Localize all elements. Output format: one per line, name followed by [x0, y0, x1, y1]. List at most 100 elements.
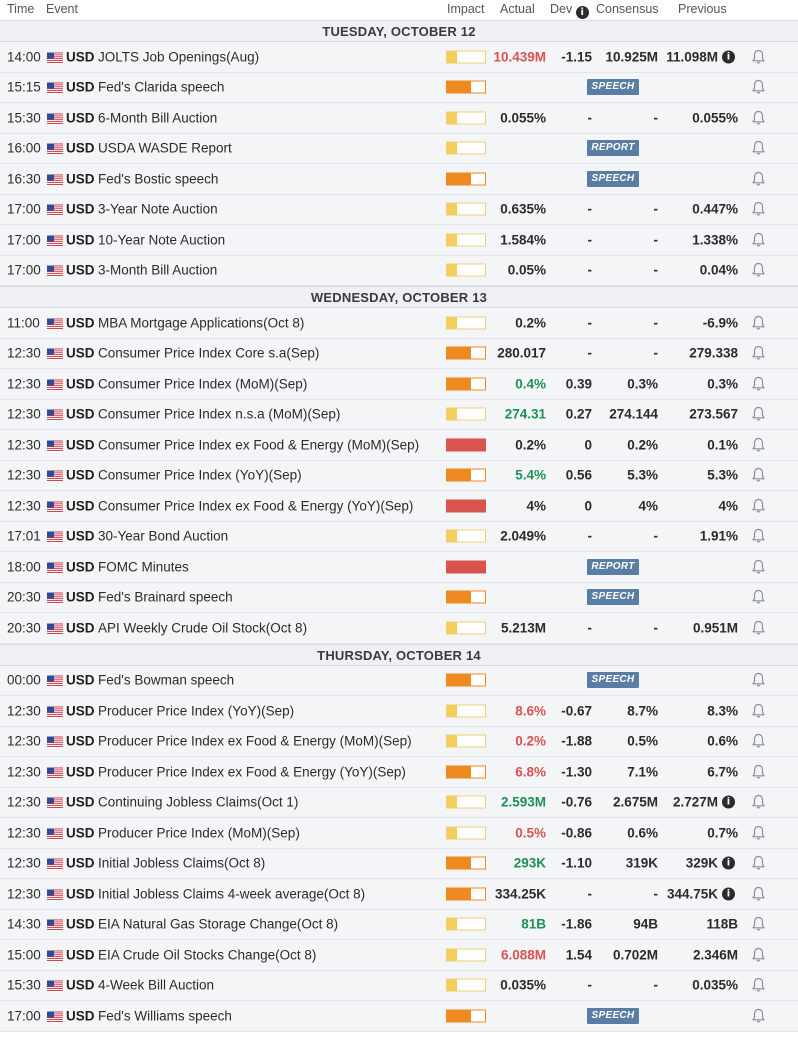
event-name[interactable]: Producer Price Index ex Food & Energy (Y… — [98, 764, 406, 780]
bell-icon[interactable] — [751, 498, 766, 514]
bell-icon[interactable] — [751, 1008, 766, 1024]
event-row[interactable]: 18:00 USD FOMC Minutes REPORT — [0, 552, 798, 583]
event-row[interactable]: 17:00 USD Fed's Williams speech SPEECH — [0, 1001, 798, 1032]
event-row[interactable]: 17:01 USD 30-Year Bond Auction 2.049% - - 1.91… — [0, 521, 798, 552]
event-name[interactable]: Consumer Price Index Core s.a(Sep) — [98, 345, 320, 361]
event-name[interactable]: Producer Price Index (MoM)(Sep) — [98, 825, 300, 841]
event-row[interactable]: 12:30 USD Consumer Price Index ex Food & E… — [0, 491, 798, 522]
event-name[interactable]: Fed's Clarida speech — [98, 79, 225, 95]
bell-icon[interactable] — [751, 406, 766, 422]
bell-icon[interactable] — [751, 703, 766, 719]
bell-icon[interactable] — [751, 467, 766, 483]
event-row[interactable]: 12:30 USD Consumer Price Index n.s.a (MoM)… — [0, 399, 798, 430]
event-type-badge[interactable]: SPEECH — [587, 1007, 639, 1024]
event-row[interactable]: 16:30 USD Fed's Bostic speech SPEECH — [0, 164, 798, 195]
bell-icon[interactable] — [751, 345, 766, 361]
event-type-badge[interactable]: SPEECH — [587, 170, 639, 187]
event-row[interactable]: 12:30 USD Producer Price Index (MoM)(Sep) 0… — [0, 818, 798, 849]
event-row[interactable]: 15:30 USD 4-Week Bill Auction 0.035% - - 0.035… — [0, 970, 798, 1001]
event-name[interactable]: Initial Jobless Claims 4-week average(Oc… — [98, 886, 366, 902]
event-row[interactable]: 14:30 USD EIA Natural Gas Storage Change(O… — [0, 909, 798, 940]
col-actual[interactable]: Actual — [500, 2, 535, 16]
bell-icon[interactable] — [751, 672, 766, 688]
event-row[interactable]: 15:00 USD EIA Crude Oil Stocks Change(Oct … — [0, 940, 798, 971]
bell-icon[interactable] — [751, 794, 766, 810]
event-name[interactable]: Continuing Jobless Claims(Oct 1) — [98, 794, 299, 810]
event-row[interactable]: 17:00 USD 3-Month Bill Auction 0.05% - - 0.04% — [0, 255, 798, 286]
event-name[interactable]: USDA WASDE Report — [98, 140, 232, 156]
event-row[interactable]: 12:30 USD Continuing Jobless Claims(Oct 1)… — [0, 787, 798, 818]
event-name[interactable]: MBA Mortgage Applications(Oct 8) — [98, 315, 305, 331]
bell-icon[interactable] — [751, 49, 766, 65]
event-name[interactable]: JOLTS Job Openings(Aug) — [98, 49, 260, 65]
event-name[interactable]: Fed's Bostic speech — [98, 171, 219, 187]
col-previous[interactable]: Previous — [678, 2, 727, 16]
event-name[interactable]: Consumer Price Index (MoM)(Sep) — [98, 376, 308, 392]
event-row[interactable]: 12:30 USD Initial Jobless Claims(Oct 8) 293… — [0, 848, 798, 879]
bell-icon[interactable] — [751, 376, 766, 392]
event-name[interactable]: Initial Jobless Claims(Oct 8) — [98, 855, 266, 871]
bell-icon[interactable] — [751, 140, 766, 156]
info-icon[interactable]: i — [722, 50, 735, 64]
bell-icon[interactable] — [751, 764, 766, 780]
event-name[interactable]: Consumer Price Index ex Food & Energy (M… — [98, 437, 420, 453]
event-row[interactable]: 12:30 USD Consumer Price Index Core s.a(Se… — [0, 338, 798, 369]
event-name[interactable]: 3-Year Note Auction — [98, 201, 218, 217]
bell-icon[interactable] — [751, 79, 766, 95]
bell-icon[interactable] — [751, 620, 766, 636]
event-name[interactable]: Fed's Brainard speech — [98, 589, 233, 605]
col-consensus[interactable]: Consensus — [596, 2, 659, 16]
bell-icon[interactable] — [751, 916, 766, 932]
bell-icon[interactable] — [751, 437, 766, 453]
info-icon[interactable]: i — [722, 856, 735, 870]
bell-icon[interactable] — [751, 201, 766, 217]
bell-icon[interactable] — [751, 232, 766, 248]
event-type-badge[interactable]: REPORT — [587, 140, 639, 157]
bell-icon[interactable] — [751, 855, 766, 871]
event-name[interactable]: 30-Year Bond Auction — [98, 528, 229, 544]
info-icon[interactable]: i — [575, 6, 589, 19]
event-row[interactable]: 12:30 USD Producer Price Index ex Food & E… — [0, 757, 798, 788]
event-name[interactable]: 10-Year Note Auction — [98, 232, 226, 248]
event-row[interactable]: 12:30 USD Producer Price Index (YoY)(Sep) 8… — [0, 696, 798, 727]
bell-icon[interactable] — [751, 315, 766, 331]
event-row[interactable]: 12:30 USD Consumer Price Index (MoM)(Sep) 0… — [0, 369, 798, 400]
event-name[interactable]: Fed's Bowman speech — [98, 672, 235, 688]
event-name[interactable]: Fed's Williams speech — [98, 1008, 232, 1024]
event-row[interactable]: 12:30 USD Consumer Price Index ex Food & E… — [0, 430, 798, 461]
event-row[interactable]: 20:30 USD API Weekly Crude Oil Stock(Oct 8… — [0, 613, 798, 644]
bell-icon[interactable] — [751, 825, 766, 841]
event-name[interactable]: EIA Natural Gas Storage Change(Oct 8) — [98, 916, 339, 932]
bell-icon[interactable] — [751, 977, 766, 993]
bell-icon[interactable] — [751, 589, 766, 605]
event-name[interactable]: 3-Month Bill Auction — [98, 262, 218, 278]
bell-icon[interactable] — [751, 886, 766, 902]
bell-icon[interactable] — [751, 733, 766, 749]
event-name[interactable]: FOMC Minutes — [98, 559, 189, 575]
col-event[interactable]: Event — [46, 2, 78, 16]
event-name[interactable]: 6-Month Bill Auction — [98, 110, 218, 126]
event-row[interactable]: 20:30 USD Fed's Brainard speech SPEECH — [0, 582, 798, 613]
event-name[interactable]: Consumer Price Index n.s.a (MoM)(Sep) — [98, 406, 341, 422]
event-name[interactable]: Consumer Price Index (YoY)(Sep) — [98, 467, 302, 483]
event-row[interactable]: 12:30 USD Producer Price Index ex Food & E… — [0, 726, 798, 757]
event-row[interactable]: 17:00 USD 10-Year Note Auction 1.584% - - 1.33… — [0, 225, 798, 256]
event-name[interactable]: API Weekly Crude Oil Stock(Oct 8) — [98, 620, 308, 636]
info-icon[interactable]: i — [722, 887, 735, 901]
event-name[interactable]: Producer Price Index (YoY)(Sep) — [98, 703, 295, 719]
event-row[interactable]: 12:30 USD Initial Jobless Claims 4-week av… — [0, 879, 798, 910]
info-icon[interactable]: i — [722, 795, 735, 809]
col-impact[interactable]: Impact — [447, 2, 485, 16]
event-row[interactable]: 00:00 USD Fed's Bowman speech SPEECH — [0, 665, 798, 696]
bell-icon[interactable] — [751, 110, 766, 126]
event-row[interactable]: 12:30 USD Consumer Price Index (YoY)(Sep) 5… — [0, 460, 798, 491]
event-name[interactable]: Consumer Price Index ex Food & Energy (Y… — [98, 498, 414, 514]
event-row[interactable]: 15:30 USD 6-Month Bill Auction 0.055% - - 0.05… — [0, 103, 798, 134]
event-row[interactable]: 16:00 USD USDA WASDE Report REPORT — [0, 133, 798, 164]
event-type-badge[interactable]: REPORT — [587, 558, 639, 575]
event-type-badge[interactable]: SPEECH — [587, 672, 639, 689]
event-name[interactable]: 4-Week Bill Auction — [98, 977, 215, 993]
bell-icon[interactable] — [751, 171, 766, 187]
event-type-badge[interactable]: SPEECH — [587, 79, 639, 96]
event-row[interactable]: 14:00 USD JOLTS Job Openings(Aug) 10.439M -1… — [0, 42, 798, 73]
